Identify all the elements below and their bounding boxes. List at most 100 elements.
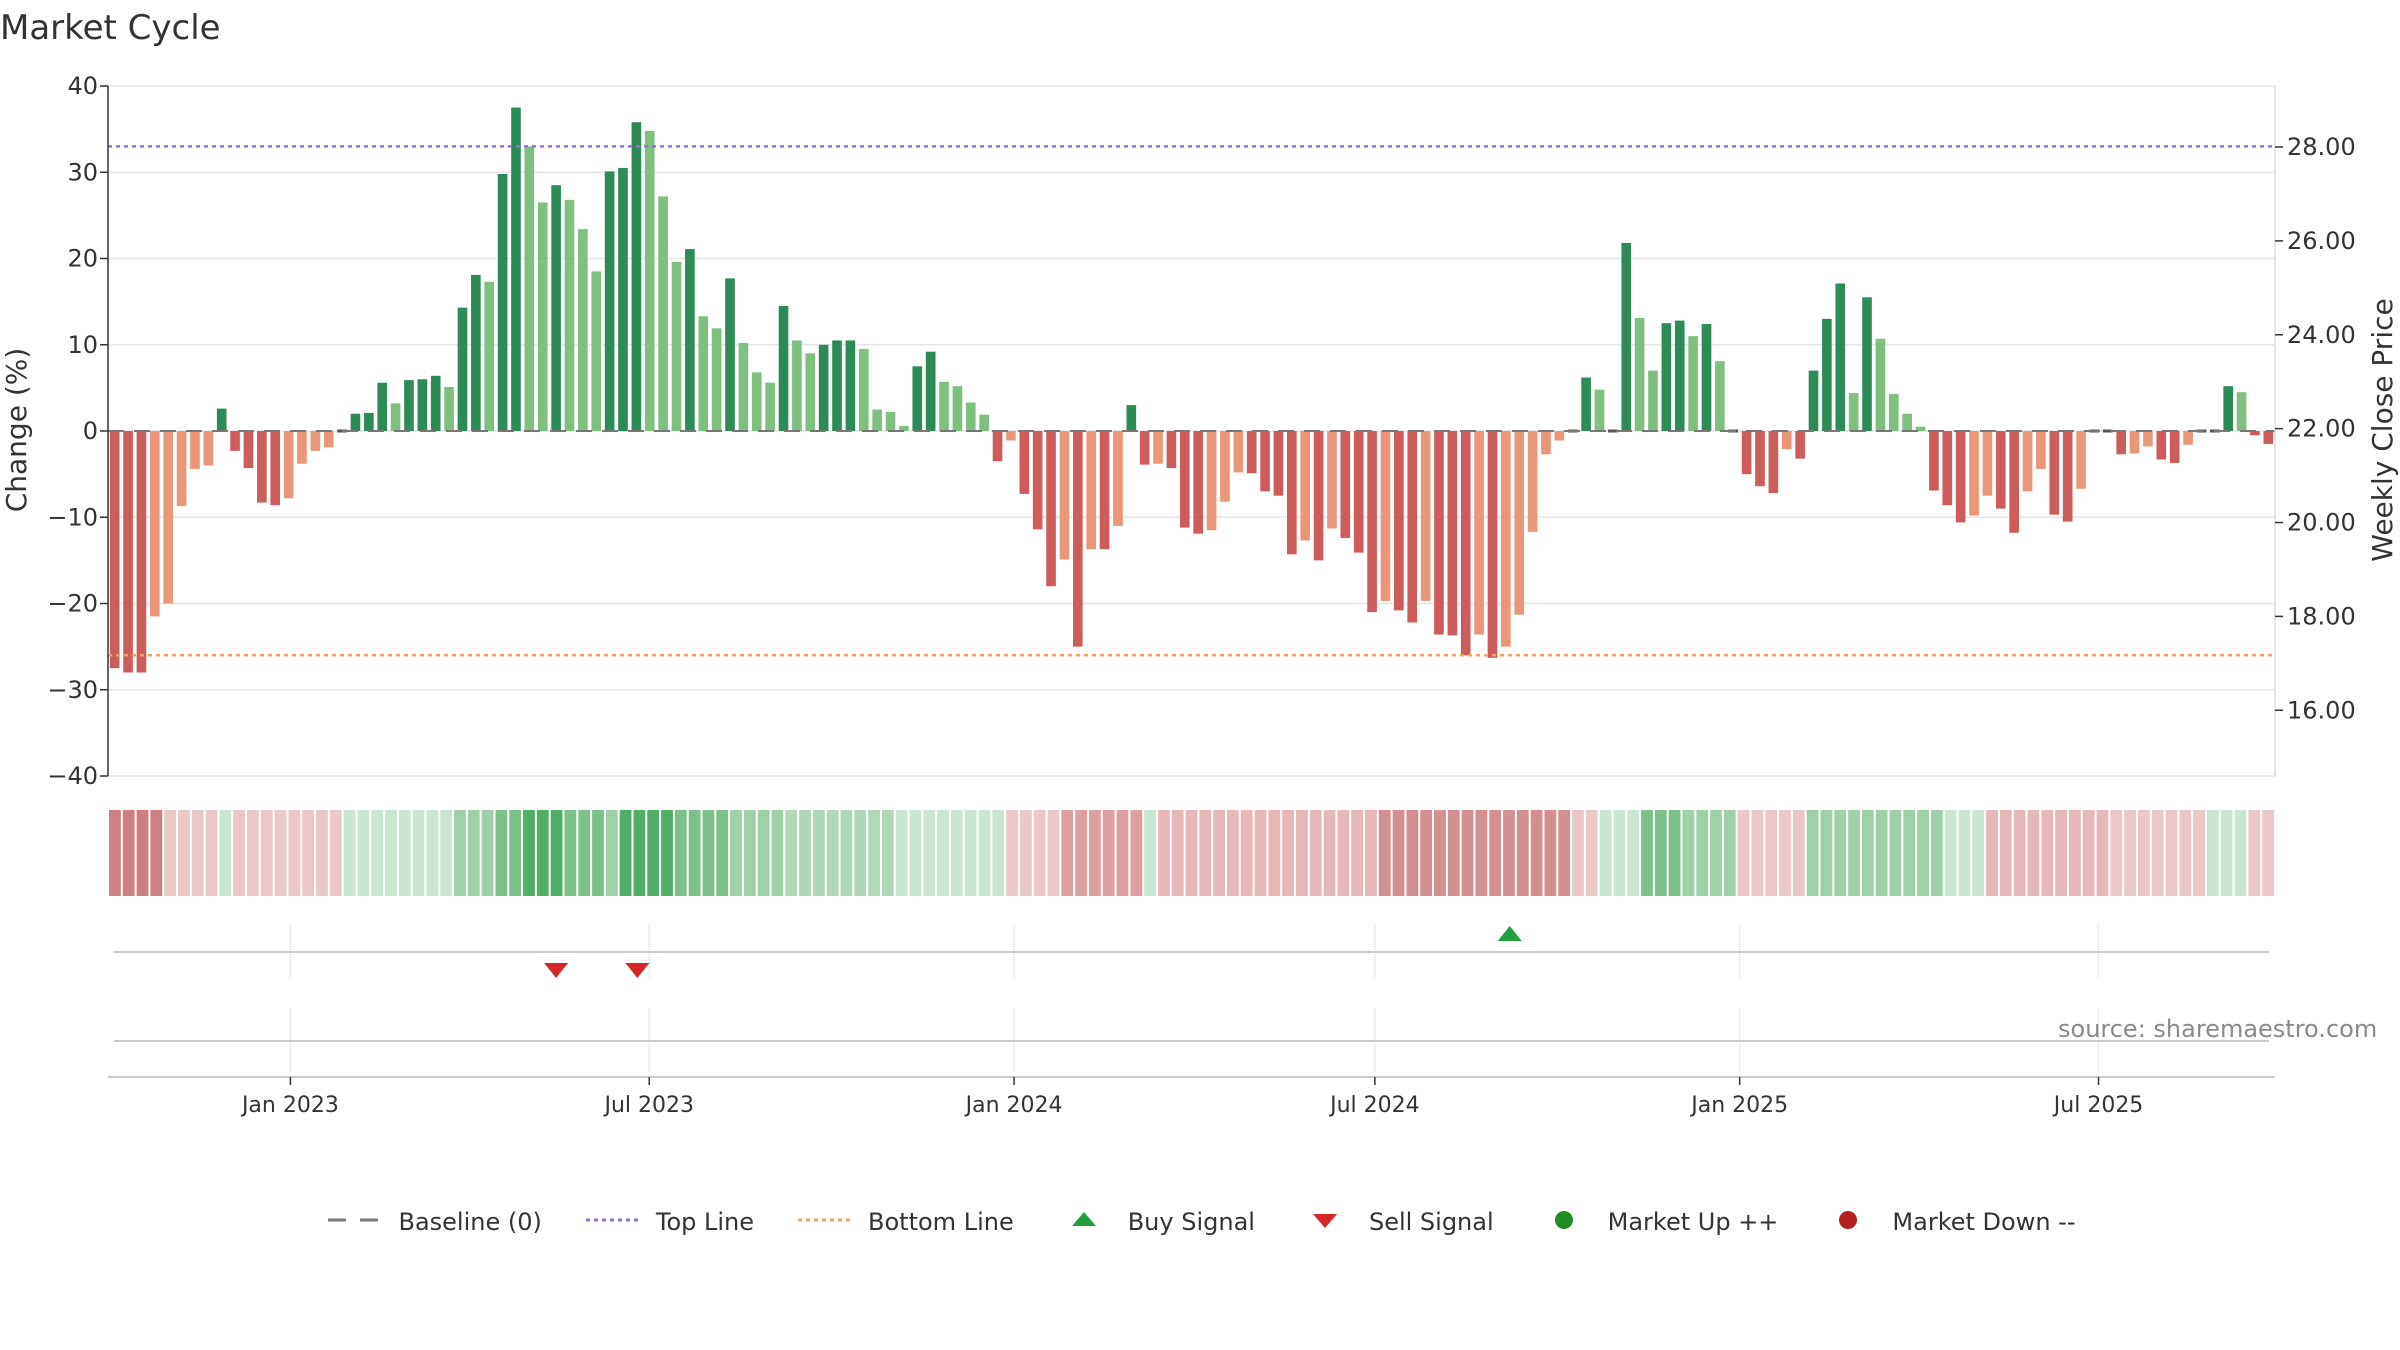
bar xyxy=(1955,431,1966,523)
bar xyxy=(631,122,642,431)
marker-cell xyxy=(164,810,177,896)
bar xyxy=(1086,431,1096,550)
legend-item[interactable]: Bottom Line xyxy=(794,1208,1014,1236)
chart-title: Market Cycle xyxy=(0,8,221,48)
bar xyxy=(1902,413,1912,431)
bar xyxy=(1193,431,1204,534)
bar xyxy=(685,249,695,431)
bar xyxy=(1206,431,1217,531)
bar xyxy=(484,281,495,431)
bar xyxy=(1648,370,1658,431)
marker-cell xyxy=(1254,810,1267,896)
y-tick-label: −20 xyxy=(47,590,98,618)
marker-cell xyxy=(923,810,936,896)
marker-cell xyxy=(1737,810,1750,896)
marker-cell xyxy=(992,810,1005,896)
marker-cell xyxy=(1171,810,1184,896)
marker-cell xyxy=(122,810,135,896)
bar xyxy=(1701,324,1712,431)
marker-cell xyxy=(426,810,439,896)
x-tick-label: Jul 2024 xyxy=(1328,1093,1420,1118)
bar xyxy=(377,382,388,431)
bar xyxy=(1822,318,1832,431)
bar xyxy=(190,431,200,469)
bar xyxy=(524,146,535,431)
legend-item[interactable]: Buy Signal xyxy=(1054,1208,1255,1236)
marker-cell xyxy=(1710,810,1722,896)
legend-item[interactable]: Baseline (0) xyxy=(324,1208,542,1236)
marker-cell xyxy=(1365,810,1377,896)
bar xyxy=(1634,318,1645,431)
legend-item[interactable]: Market Up ++ xyxy=(1534,1208,1778,1236)
marker-cell xyxy=(398,810,411,896)
bar xyxy=(310,431,321,451)
marker-cell xyxy=(1282,810,1295,896)
marker-cell xyxy=(302,810,315,896)
bar xyxy=(658,196,668,431)
marker-cell xyxy=(509,810,522,896)
legend-item[interactable]: Sell Signal xyxy=(1295,1208,1494,1236)
marker-cell xyxy=(2096,810,2109,896)
marker-cell xyxy=(2220,810,2233,896)
marker-cell xyxy=(440,810,453,896)
bar xyxy=(457,307,468,431)
bar xyxy=(2062,431,2073,522)
marker-cell xyxy=(868,810,880,896)
marker-cell xyxy=(495,810,508,896)
marker-cell xyxy=(1199,810,1212,896)
bar xyxy=(1661,323,1672,431)
legend-item[interactable]: Market Down -- xyxy=(1818,1208,2076,1236)
marker-cell xyxy=(1392,810,1405,896)
marker-cell xyxy=(1047,810,1060,896)
marker-cell xyxy=(1723,810,1736,896)
marker-cell xyxy=(481,810,494,896)
legend-symbol-icon xyxy=(324,1208,384,1236)
sell-signal-marker xyxy=(544,963,569,978)
bar xyxy=(832,340,842,431)
bar xyxy=(591,271,602,431)
legend-label: Top Line xyxy=(655,1208,755,1236)
source-credit: source: sharemaestro.com xyxy=(2058,1015,2378,1043)
marker-cell xyxy=(1406,810,1419,896)
marker-cell xyxy=(1682,810,1695,896)
marker-row xyxy=(109,810,2274,896)
bar xyxy=(698,316,709,431)
marker-cell xyxy=(605,810,618,896)
bar xyxy=(1848,393,1859,431)
marker-cell xyxy=(1378,810,1391,896)
bar xyxy=(1581,377,1591,431)
bar xyxy=(845,340,856,431)
sell-signal-marker xyxy=(625,963,650,978)
marker-cell xyxy=(578,810,591,896)
marker-cell xyxy=(1668,810,1681,896)
marker-cell xyxy=(191,810,204,896)
marker-cell xyxy=(1792,810,1805,896)
marker-cell xyxy=(2179,810,2192,896)
bar xyxy=(444,387,454,431)
marker-cell xyxy=(854,810,867,896)
marker-cell xyxy=(1447,810,1460,896)
bar xyxy=(1153,431,1163,464)
bar-series xyxy=(109,107,2274,673)
marker-cell xyxy=(467,810,480,896)
y2-tick-label: 18.00 xyxy=(2287,602,2356,630)
marker-cell xyxy=(1227,810,1239,896)
marker-cell xyxy=(647,810,660,896)
bar xyxy=(2116,431,2126,455)
legend-item[interactable]: Top Line xyxy=(582,1208,754,1236)
x-tick-label: Jan 2023 xyxy=(240,1093,339,1118)
marker-cell xyxy=(2041,810,2054,896)
marker-cell xyxy=(316,810,328,896)
marker-cell xyxy=(1572,810,1584,896)
bar xyxy=(1006,431,1016,441)
y-axis-ticks: 40 30 20 10 0 −10 −20 −30 −40 xyxy=(47,72,109,790)
bar xyxy=(1300,431,1311,541)
marker-cell xyxy=(1309,810,1322,896)
marker-cell xyxy=(136,810,149,896)
bar xyxy=(1929,431,1939,491)
marker-cell xyxy=(1475,810,1488,896)
bar xyxy=(2156,431,2167,460)
marker-cell xyxy=(743,810,756,896)
bar xyxy=(2223,386,2233,431)
y-axis-label: Change (%) xyxy=(0,348,33,513)
